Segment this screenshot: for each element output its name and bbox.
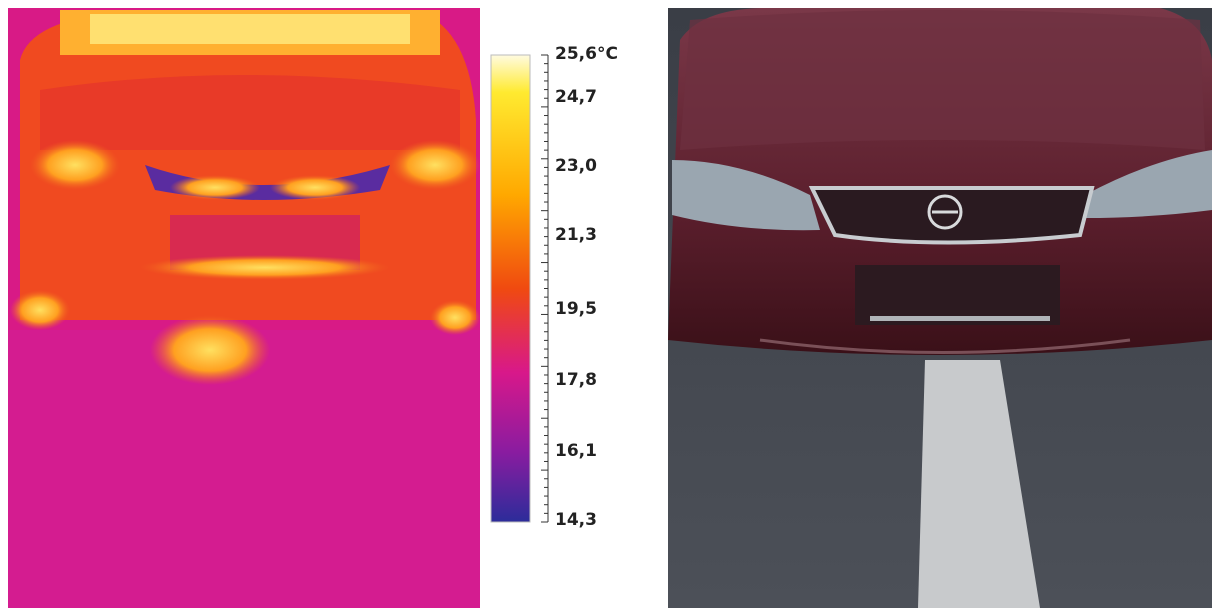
scale-label: 19,5 bbox=[555, 299, 597, 319]
scale-label: 24,7 bbox=[555, 87, 597, 107]
color-bar bbox=[491, 55, 530, 522]
color-scale: 25,6°C 24,7 23,0 21,3 19,5 17,8 16,1 14,… bbox=[491, 44, 618, 530]
thermal-image bbox=[8, 8, 480, 608]
figure: 25,6°C 24,7 23,0 21,3 19,5 17,8 16,1 14,… bbox=[0, 0, 1212, 611]
scale-label: 23,0 bbox=[555, 156, 597, 176]
scale-label: 16,1 bbox=[555, 441, 597, 461]
photo bbox=[668, 8, 1212, 608]
scale-label: 21,3 bbox=[555, 225, 597, 245]
scale-label: 17,8 bbox=[555, 370, 597, 390]
scale-label: 14,3 bbox=[555, 510, 597, 530]
scale-label: 25,6°C bbox=[555, 44, 618, 64]
